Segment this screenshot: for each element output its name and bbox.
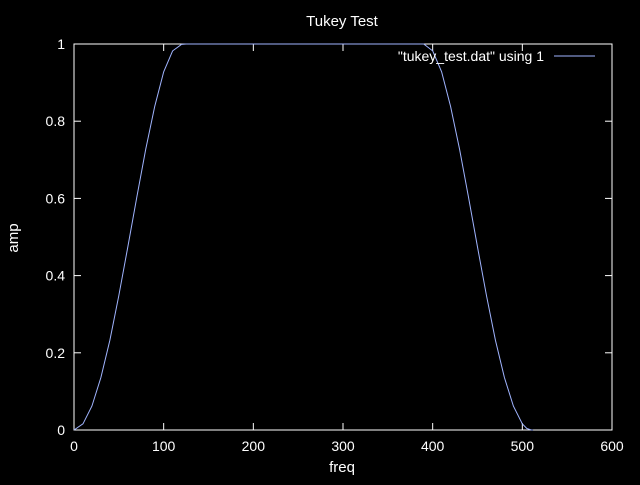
series-line xyxy=(73,43,534,431)
y-tick-label: 1 xyxy=(57,36,65,52)
y-tick-label: 0.6 xyxy=(46,190,66,206)
plot-area: 0 100 200 300 400 500 600 0 0.2 0.4 0.6 0.8 1 "tukey_… xyxy=(46,36,624,454)
y-tick-label: 0 xyxy=(57,422,65,438)
y-tick-label: 0.2 xyxy=(46,345,66,361)
x-tick-label: 100 xyxy=(152,438,176,454)
x-axis-label: freq xyxy=(329,459,355,476)
y-tick-label: 0.4 xyxy=(46,268,66,284)
legend-label: "tukey_test.dat" using 1 xyxy=(398,48,544,64)
x-tick-label: 500 xyxy=(511,438,535,454)
x-tick-label: 400 xyxy=(421,438,445,454)
x-tick-label: 0 xyxy=(70,438,78,454)
chart-title: Tukey Test xyxy=(306,13,379,30)
y-tick-label: 0.8 xyxy=(46,113,66,129)
x-tick-label: 200 xyxy=(242,438,266,454)
x-tick-label: 600 xyxy=(600,438,624,454)
y-axis-label: amp xyxy=(5,223,22,252)
x-tick-label: 300 xyxy=(331,438,355,454)
